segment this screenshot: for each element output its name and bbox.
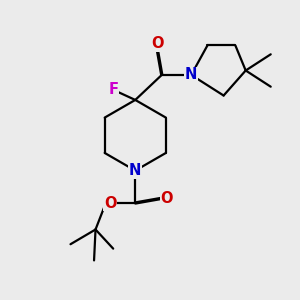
Text: O: O [160, 191, 173, 206]
Text: O: O [104, 196, 116, 211]
Text: F: F [108, 82, 118, 97]
Text: O: O [151, 36, 164, 51]
Text: N: N [129, 163, 142, 178]
Text: N: N [185, 68, 197, 82]
